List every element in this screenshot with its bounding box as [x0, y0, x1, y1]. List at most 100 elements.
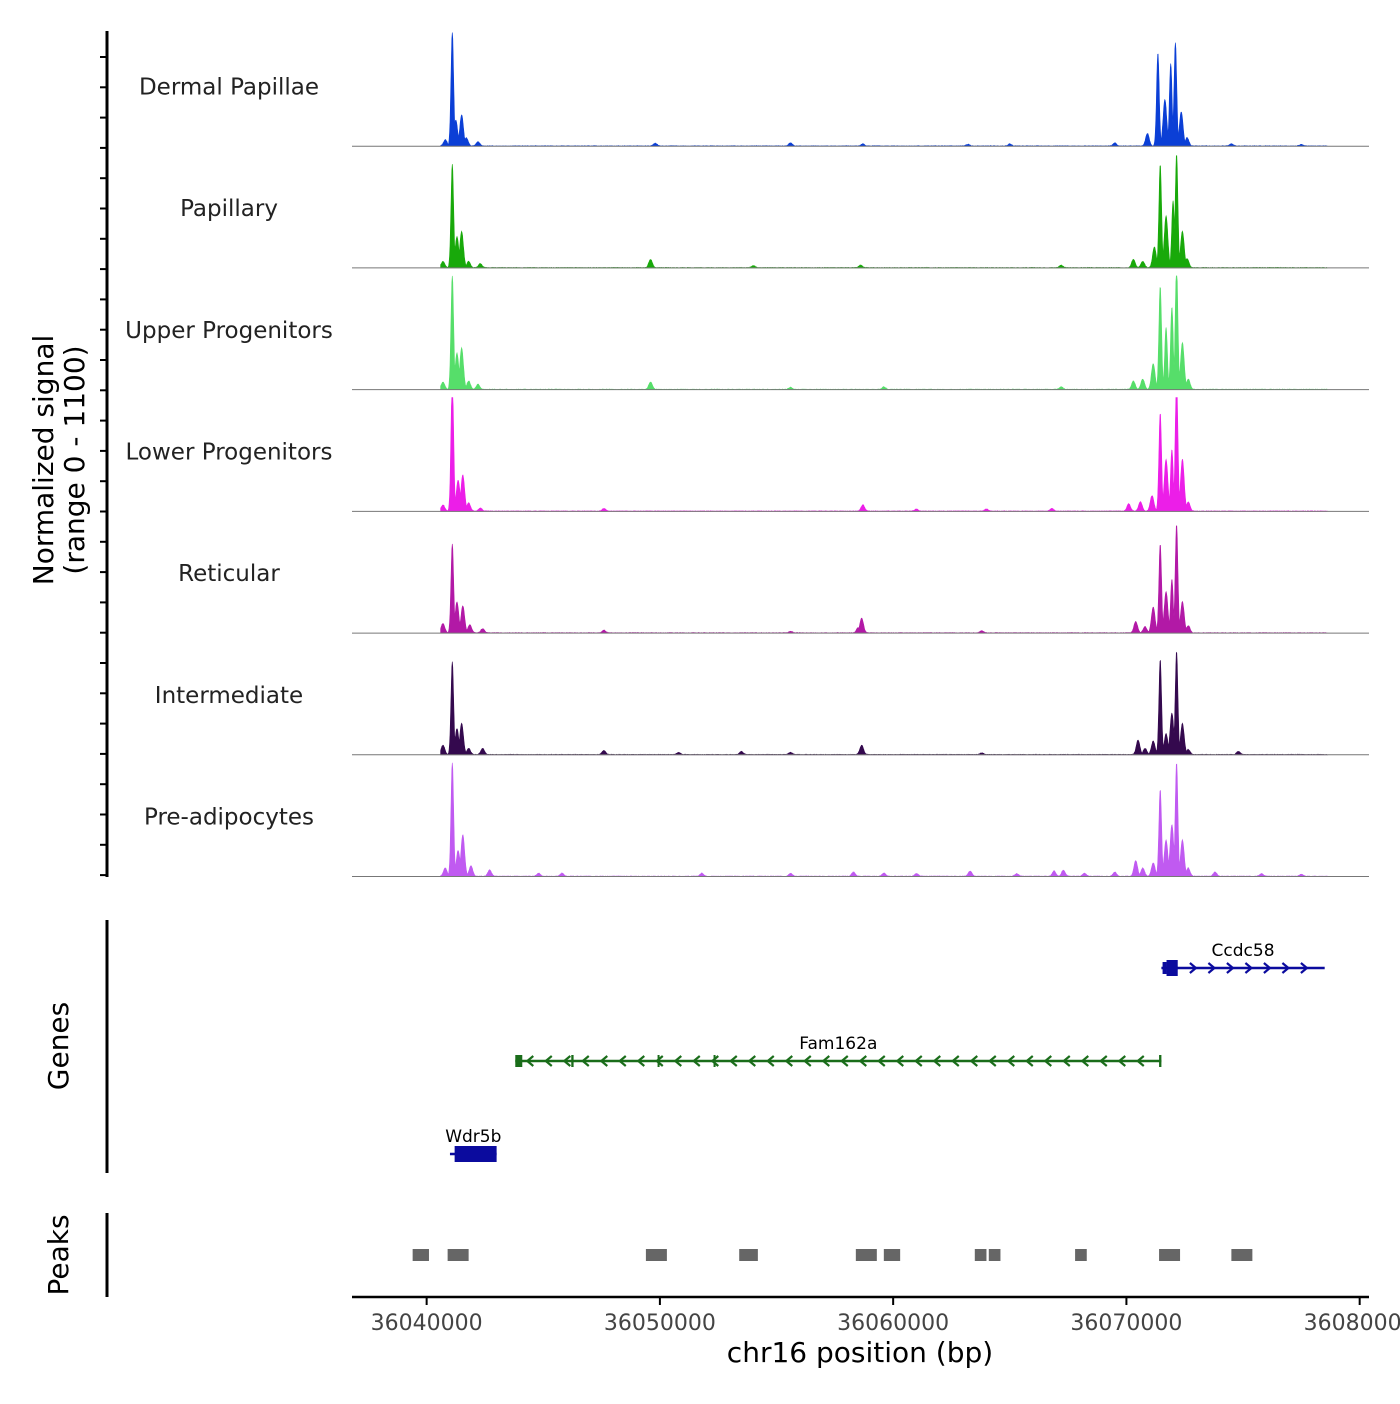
gene-strand-chevron: [1207, 962, 1217, 974]
track: Lower Progenitors: [126, 397, 1369, 512]
gene-strand-chevron: [525, 1055, 534, 1067]
gene-strand-chevron: [729, 1055, 738, 1067]
gene-strand-chevron: [1006, 1055, 1015, 1067]
track-signal-area: [440, 155, 1328, 269]
gene-exon: [1166, 960, 1178, 976]
peak-region: [855, 1249, 877, 1261]
gene-strand-chevron: [914, 1055, 923, 1067]
y-axis-title-line1: Normalized signal: [27, 335, 60, 586]
gene-strand-chevron: [1080, 1055, 1089, 1067]
genes-panel: Genes Ccdc58 Fam162a Wdr5b: [42, 920, 1325, 1173]
gene-strand-chevron: [1226, 962, 1235, 974]
x-axis: chr16 position (bp) 36040000 36050000 3606…: [352, 1295, 1400, 1369]
track: Intermediate: [155, 651, 1369, 756]
track-label: Dermal Papillae: [139, 74, 319, 100]
peak-region: [1075, 1249, 1087, 1261]
x-axis-tick-label: 36040000: [371, 1311, 483, 1336]
peak-region: [883, 1249, 901, 1261]
gene-exon: [571, 1055, 574, 1067]
y-axis-title: Normalized signal (range 0 - 1100): [27, 335, 91, 586]
gene-strand-chevron: [840, 1055, 849, 1067]
track-label: Pre-adipocytes: [144, 805, 314, 831]
gene-strand-chevron: [803, 1055, 812, 1067]
track-label: Upper Progenitors: [125, 318, 333, 344]
track: Reticular: [178, 525, 1369, 634]
gene-exon: [1162, 962, 1167, 974]
peak-region: [1159, 1249, 1181, 1261]
peak-region: [739, 1249, 758, 1261]
gene-strand-chevron: [932, 1055, 941, 1067]
gene-strand-chevron: [895, 1055, 904, 1067]
coverage-tracks: Dermal Papillae Papillary Upper Progenitor…: [125, 32, 1369, 877]
x-axis-tick-label: 36080000: [1304, 1311, 1400, 1336]
gene-strand-chevron: [636, 1055, 645, 1067]
gene-label: Fam162a: [799, 1034, 877, 1054]
track-signal-area: [440, 397, 1328, 512]
gene-exon: [657, 1055, 660, 1067]
track-label: Lower Progenitors: [126, 440, 333, 466]
genes-label: Genes: [42, 1002, 75, 1090]
gene-strand-chevron: [1281, 962, 1291, 974]
gene-strand-chevron: [599, 1055, 608, 1067]
peak-region: [1231, 1249, 1253, 1261]
gene-exon: [1159, 1055, 1162, 1067]
gene-exon: [713, 1055, 716, 1067]
gene-exon: [515, 1055, 523, 1067]
x-axis-title: chr16 position (bp): [727, 1336, 993, 1369]
gene-strand-chevron: [988, 1055, 997, 1067]
peak-region: [988, 1249, 1001, 1261]
gene-strand-chevron: [1136, 1055, 1145, 1067]
gene-strand-chevron: [618, 1055, 627, 1067]
x-axis-tick-label: 36050000: [604, 1311, 716, 1336]
gene-strand-chevron: [951, 1055, 960, 1067]
track-label: Reticular: [178, 561, 280, 587]
gene-strand-chevron: [562, 1055, 571, 1067]
peak-region: [645, 1249, 667, 1261]
coverage-y-axis: [100, 31, 109, 877]
gene-strand-chevron: [1117, 1055, 1126, 1067]
peaks-panel: Peaks: [42, 1213, 1253, 1297]
gene-strand-chevron: [692, 1055, 701, 1067]
gene-strand-chevron: [544, 1055, 553, 1067]
x-axis-tick-label: 36060000: [837, 1311, 949, 1336]
gene-strand-chevron: [877, 1055, 886, 1067]
gene-strand-chevron: [1025, 1055, 1034, 1067]
gene-strand-chevron: [747, 1055, 756, 1067]
gene-label: Ccdc58: [1212, 941, 1275, 961]
gene-strand-chevron: [969, 1055, 978, 1067]
gene: Wdr5b: [445, 1127, 501, 1162]
gene-strand-chevron: [1043, 1055, 1052, 1067]
track: Pre-adipocytes: [144, 762, 1369, 877]
gene: Fam162a: [515, 1034, 1162, 1067]
peak-region: [412, 1249, 429, 1261]
track: Dermal Papillae: [139, 32, 1369, 147]
x-axis-tick-label: 36070000: [1070, 1311, 1182, 1336]
track-label: Intermediate: [155, 683, 303, 709]
gene-strand-chevron: [673, 1055, 682, 1067]
track-label: Papillary: [180, 196, 278, 222]
gene-strand-chevron: [581, 1055, 590, 1067]
track-signal-area: [440, 651, 1329, 756]
peak-region: [447, 1249, 469, 1261]
track: Papillary: [180, 155, 1369, 269]
peak-region: [974, 1249, 987, 1261]
track-signal-area: [440, 32, 1328, 147]
track-signal-area: [440, 762, 1328, 877]
gene-exon: [454, 1146, 497, 1162]
gene-strand-chevron: [710, 1055, 719, 1067]
track-signal-area: [440, 275, 1328, 391]
gene-strand-chevron: [1099, 1055, 1108, 1067]
gene-strand-chevron: [1263, 962, 1272, 974]
gene-strand-chevron: [766, 1055, 775, 1067]
y-axis-title-line2: (range 0 - 1100): [58, 345, 91, 574]
gene-strand-chevron: [1244, 962, 1254, 974]
gene-strand-chevron: [858, 1055, 867, 1067]
track-signal-area: [440, 525, 1328, 634]
gene: Ccdc58: [1161, 941, 1325, 976]
track: Upper Progenitors: [125, 275, 1369, 391]
gene-strand-chevron: [655, 1055, 664, 1067]
gene-strand-chevron: [784, 1055, 793, 1067]
peaks-label: Peaks: [42, 1214, 75, 1295]
